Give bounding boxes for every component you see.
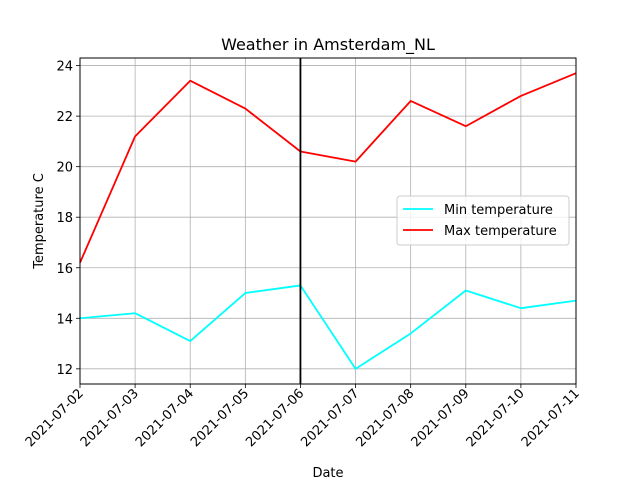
plot-frame [79, 57, 577, 385]
x-tick-label: 2021-07-07 [298, 386, 362, 450]
x-tick-label: 2021-07-10 [464, 386, 528, 450]
y-tick-label: 20 [56, 161, 73, 176]
series-layer [79, 58, 577, 384]
x-tick-label: 2021-07-09 [409, 386, 473, 450]
legend-label-min-temperature: Min temperature [444, 203, 553, 218]
x-axis-label: Date [312, 466, 343, 480]
series-line-min-temperature [79, 284, 577, 370]
y-tick-label: 22 [56, 110, 73, 125]
y-tick-label: 16 [56, 262, 73, 277]
legend-box [396, 195, 570, 246]
x-tick-label: 2021-07-08 [353, 386, 417, 450]
y-tick-label: 12 [56, 363, 73, 378]
x-tick-label: 2021-07-02 [23, 386, 87, 450]
series-line-max-temperature [79, 72, 577, 264]
chart-title: Weather in Amsterdam_NL [221, 35, 435, 55]
y-tick-label: 24 [56, 60, 73, 75]
x-tick-label: 2021-07-05 [188, 386, 252, 450]
x-tick-label: 2021-07-06 [243, 386, 307, 450]
x-tick-label: 2021-07-03 [78, 386, 142, 450]
x-axis-ticks: 2021-07-022021-07-032021-07-042021-07-05… [23, 384, 583, 450]
x-tick-label: 2021-07-04 [133, 386, 197, 450]
legend-label-max-temperature: Max temperature [444, 224, 557, 239]
y-tick-label: 18 [56, 211, 73, 226]
y-axis-label: Temperature C [32, 173, 47, 270]
legend: Min temperature Max temperature [396, 195, 570, 246]
y-axis-ticks: 12 14 16 18 20 22 24 [56, 60, 80, 378]
y-tick-label: 14 [56, 312, 73, 327]
x-tick-label: 2021-07-11 [519, 386, 583, 450]
